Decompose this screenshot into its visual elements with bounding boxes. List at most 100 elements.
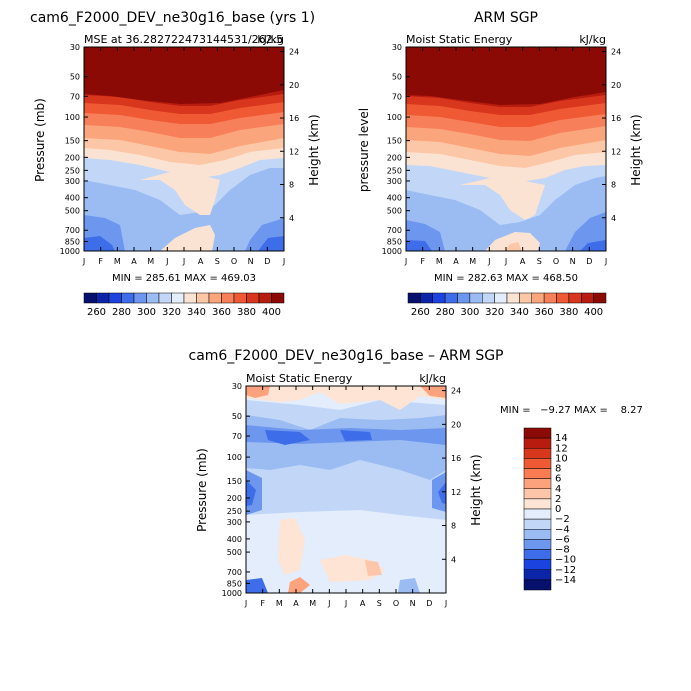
colorbar-swatch xyxy=(523,529,552,540)
colorbar-tick-label: 0 xyxy=(555,504,561,515)
x-tick-label: J xyxy=(282,257,285,266)
x-tick-label: O xyxy=(393,599,399,608)
x-tick-label: A xyxy=(293,599,299,608)
panel2-subtitle-left: Moist Static Energy xyxy=(406,33,513,46)
panel2-band-blue2 xyxy=(406,176,606,251)
height-tick-label: 16 xyxy=(611,114,621,123)
panel2-band-top xyxy=(406,47,606,105)
panel2-band-warm-low xyxy=(485,232,540,251)
y-tick-label: 700 xyxy=(227,568,242,577)
height-tick-label: 8 xyxy=(451,522,456,531)
x-tick-label: M xyxy=(469,257,476,266)
colorbar-swatch xyxy=(593,292,607,304)
height-tick-label: 24 xyxy=(289,48,299,57)
y-tick-label: 1000 xyxy=(382,247,402,256)
colorbar-swatch xyxy=(271,292,285,304)
colorbar-swatch xyxy=(158,292,172,304)
colorbar-swatch xyxy=(494,292,508,304)
colorbar-tick-label: 380 xyxy=(559,307,578,318)
y-tick-label: 400 xyxy=(387,194,402,203)
x-tick-label: A xyxy=(198,257,204,266)
colorbar-tick-label: 260 xyxy=(87,307,106,318)
panel2-band-warm-mid xyxy=(460,178,545,220)
colorbar-swatch xyxy=(523,518,552,530)
x-tick-label: M xyxy=(436,257,443,266)
colorbar-swatch xyxy=(523,468,552,479)
y-tick-label: 1000 xyxy=(222,589,242,598)
colorbar-swatch xyxy=(523,508,552,520)
colorbar-swatch xyxy=(221,292,235,304)
colorbar-swatch xyxy=(121,292,135,304)
panel2-colorbar: 260 280 300 320 340 360 380 400 xyxy=(407,292,607,318)
colorbar-tick-label: 14 xyxy=(555,433,568,444)
panel3-band-m8 xyxy=(265,430,372,445)
y-tick-label: 70 xyxy=(70,92,80,101)
colorbar-swatch xyxy=(523,488,552,500)
y-tick-label: 300 xyxy=(65,177,80,186)
x-tick-label: J xyxy=(487,257,490,266)
panel1-band-blue2 xyxy=(84,168,284,251)
colorbar-tick-label: 6 xyxy=(555,474,561,485)
panel3-ylabel-right: Height (km) xyxy=(469,454,483,525)
x-tick-label: N xyxy=(570,257,576,266)
y-tick-label: 700 xyxy=(65,226,80,235)
colorbar-swatch xyxy=(482,292,495,304)
height-tick-label: 16 xyxy=(289,114,299,123)
colorbar-swatch xyxy=(506,292,520,304)
colorbar-tick-label: −8 xyxy=(555,545,570,556)
colorbar-tick-label: −14 xyxy=(555,575,576,586)
colorbar-tick-label: −10 xyxy=(555,555,576,566)
x-tick-label: J xyxy=(404,257,407,266)
height-tick-label: 12 xyxy=(611,147,621,156)
height-tick-label: 20 xyxy=(611,81,621,90)
x-tick-label: A xyxy=(360,599,366,608)
x-tick-label: D xyxy=(264,257,270,266)
colorbar-swatch xyxy=(523,498,552,510)
colorbar-tick-label: 280 xyxy=(112,307,131,318)
panel-diff: cam6_F2000_DEV_ne30g16_base – ARM SGP Mo… xyxy=(189,348,643,608)
x-tick-label: D xyxy=(586,257,592,266)
colorbar-tick-label: 10 xyxy=(555,453,568,464)
panel2-minmax: MIN = 282.63 MAX = 468.50 xyxy=(434,273,578,284)
x-tick-label: J xyxy=(344,599,347,608)
x-tick-label: J xyxy=(82,257,85,266)
colorbar-tick-label: 380 xyxy=(237,307,256,318)
colorbar-swatch xyxy=(83,292,97,304)
colorbar-swatch xyxy=(568,292,582,304)
y-tick-label: 1000 xyxy=(60,247,80,256)
height-tick-label: 20 xyxy=(451,420,461,429)
colorbar-swatch xyxy=(171,292,185,304)
colorbar-tick-label: 400 xyxy=(584,307,603,318)
panel1-ylabel-right: Height (km) xyxy=(307,114,321,185)
colorbar-swatch xyxy=(196,292,210,304)
y-tick-label: 30 xyxy=(70,43,80,52)
y-tick-label: 850 xyxy=(387,238,402,247)
height-tick-label: 24 xyxy=(611,48,621,57)
colorbar-swatch xyxy=(96,292,110,304)
height-tick-label: 8 xyxy=(611,181,616,190)
colorbar-swatch xyxy=(469,292,483,304)
height-tick-label: 12 xyxy=(451,488,461,497)
panel1-minmax: MIN = 285.61 MAX = 469.03 xyxy=(112,273,256,284)
colorbar-swatch xyxy=(208,292,222,304)
colorbar-tick-label: 300 xyxy=(137,307,156,318)
panel2-contour-field xyxy=(406,47,606,251)
panel1-band-top xyxy=(84,47,284,104)
panel1-colorbar: 260 280 300 320 340 360 380 400 xyxy=(83,292,285,318)
height-tick-label: 12 xyxy=(289,147,299,156)
panel1-band-warm-mid xyxy=(140,172,220,215)
colorbar-tick-label: 260 xyxy=(411,307,430,318)
panel3-band-bottom-pos xyxy=(288,577,310,593)
panel3-band-p2a xyxy=(278,518,305,575)
colorbar-swatch xyxy=(246,292,260,304)
colorbar-swatch xyxy=(543,292,557,304)
y-tick-label: 30 xyxy=(392,43,402,52)
y-tick-label: 700 xyxy=(387,226,402,235)
height-tick-label: 4 xyxy=(611,214,616,223)
y-tick-label: 100 xyxy=(387,113,402,122)
colorbar-tick-label: 12 xyxy=(555,443,568,454)
colorbar-tick-label: 360 xyxy=(535,307,554,318)
x-tick-label: N xyxy=(410,599,416,608)
panel3-contour-field xyxy=(246,386,446,593)
